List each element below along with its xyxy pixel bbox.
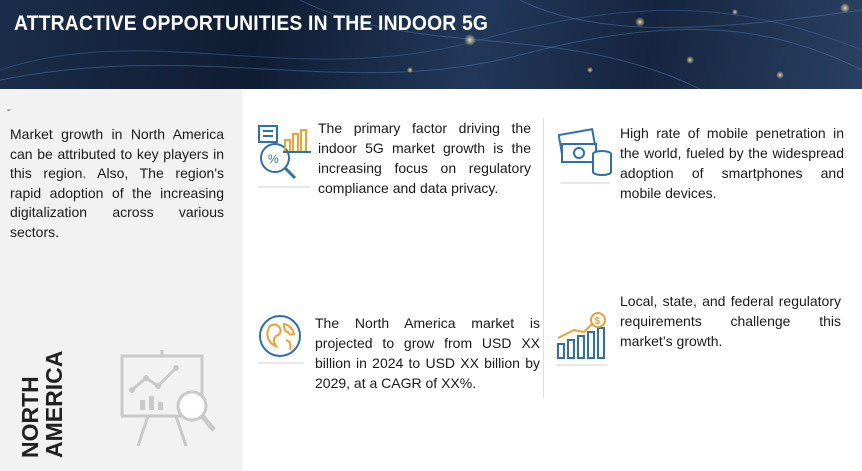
region-marker: - bbox=[7, 105, 11, 116]
svg-text:%: % bbox=[268, 152, 279, 166]
region-name: NORTH AMERICA bbox=[17, 350, 67, 458]
region-description: Market growth in North America can be at… bbox=[10, 126, 224, 240]
opportunity-card-3: The North America market is projected to… bbox=[315, 315, 540, 391]
opportunity-card-2: High rate of mobile penetration in the w… bbox=[620, 125, 844, 201]
region-name-line2: AMERICA bbox=[41, 350, 67, 458]
region-name-line1: NORTH bbox=[17, 376, 43, 458]
svg-text:$: $ bbox=[595, 316, 601, 327]
icon-shadow bbox=[258, 186, 310, 188]
icon-shadow bbox=[560, 182, 610, 184]
icon-shadow bbox=[258, 362, 304, 364]
opportunity-card-1: The primary factor driving the indoor 5G… bbox=[318, 120, 531, 196]
column-divider bbox=[543, 118, 544, 398]
analytics-icon: % bbox=[258, 125, 311, 180]
opportunity-card-4: Local, state, and federal regulatory req… bbox=[620, 293, 841, 349]
globe-icon bbox=[259, 315, 301, 357]
header-banner: ATTRACTIVE OPPORTUNITIES IN THE INDOOR 5… bbox=[0, 0, 862, 89]
icon-shadow bbox=[556, 364, 608, 366]
presentation-analytics-icon bbox=[120, 350, 216, 447]
money-stack-icon bbox=[558, 128, 612, 176]
banner-background-art bbox=[0, 0, 862, 89]
dollar-growth-chart-icon: $ bbox=[557, 312, 606, 359]
page-title: ATTRACTIVE OPPORTUNITIES IN THE INDOOR 5… bbox=[14, 12, 489, 35]
